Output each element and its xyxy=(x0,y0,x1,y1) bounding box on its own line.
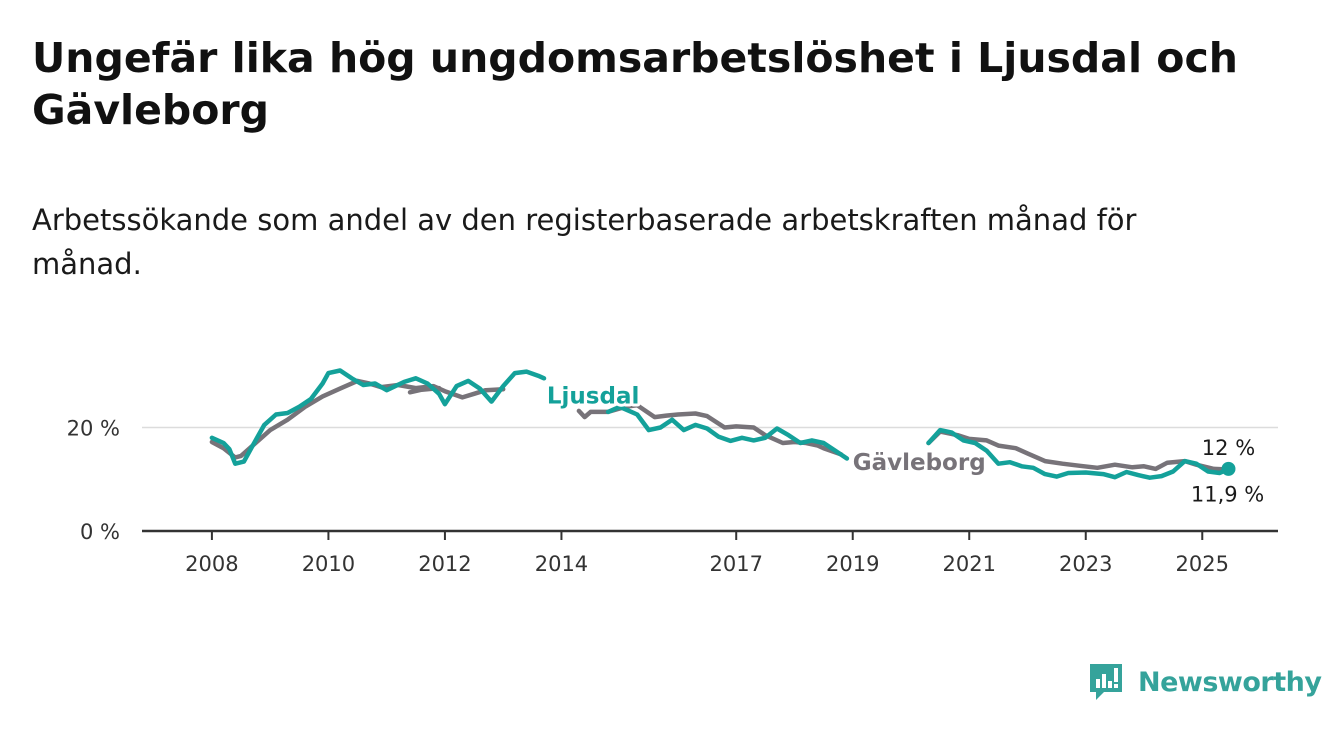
series-label-gavleborg: Gävleborg xyxy=(853,450,986,476)
x-tick-label: 2014 xyxy=(535,552,588,576)
series-line-ljusdal xyxy=(879,462,896,472)
grid-layer xyxy=(142,426,1278,540)
brand-name: Newsworthy xyxy=(1138,666,1322,698)
series-line-ljusdal xyxy=(209,368,547,466)
y-tick-label: 20 % xyxy=(67,416,120,440)
x-tick-label: 2008 xyxy=(185,552,238,576)
label-layer: 0 % 20 % 2008 2010 2012 2014 2017 2019 2021 2023 2… xyxy=(67,381,1268,576)
x-tick-label: 2023 xyxy=(1059,552,1112,576)
series-line-g-vleborg xyxy=(209,378,506,460)
chart-subtitle: Arbetssökande som andel av den registerb… xyxy=(32,203,1137,281)
series-line-ljusdal xyxy=(926,427,1231,480)
x-tick-label: 2010 xyxy=(302,552,355,576)
series-line-g-vleborg xyxy=(926,429,1228,472)
series-layer xyxy=(209,368,1231,480)
gavleborg-end-label: 11,9 % xyxy=(1191,482,1264,506)
x-tick-label: 2012 xyxy=(418,552,471,576)
x-tick-label: 2017 xyxy=(709,552,762,576)
x-tick-label: 2019 xyxy=(826,552,879,576)
ljusdal-end-point xyxy=(1221,461,1236,476)
newsworthy-logo: Newsworthy xyxy=(1088,660,1322,704)
ljusdal-end-label: 12 % xyxy=(1202,436,1255,460)
chart-logo-icon xyxy=(1090,664,1122,700)
x-tick-label: 2025 xyxy=(1176,552,1229,576)
series-label-ljusdal: Ljusdal xyxy=(547,384,639,410)
x-tick-label: 2021 xyxy=(943,552,996,576)
series-line-ljusdal xyxy=(605,404,850,461)
chart-title: Ungefär lika hög ungdomsarbetslöshet i L… xyxy=(32,34,1238,134)
y-tick-label: 0 % xyxy=(80,520,120,544)
